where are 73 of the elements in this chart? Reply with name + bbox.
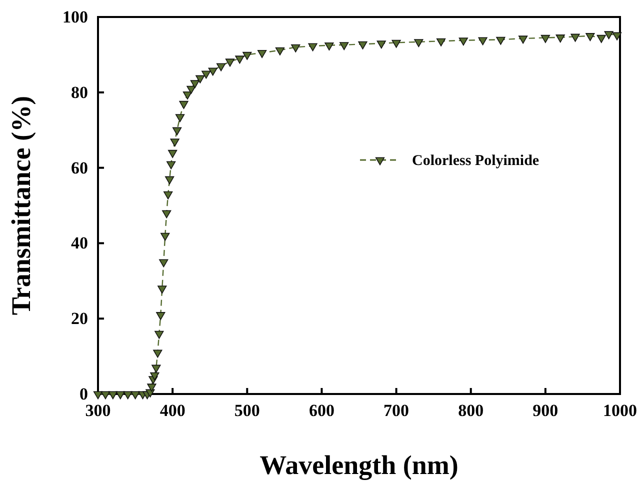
point [376,40,386,49]
point [130,391,140,400]
point [436,38,446,46]
point [291,44,300,52]
point [340,42,349,50]
point [160,232,170,241]
legend-label: Colorless Polyimide [412,153,540,169]
point [604,31,614,40]
point [179,100,188,109]
x-tick-label: 1000 [603,401,637,420]
point [358,41,368,50]
point [458,38,468,46]
point [156,312,166,320]
point [186,86,196,94]
y-tick-label: 0 [80,384,88,404]
x-tick-label: 800 [458,401,484,420]
point [168,150,178,158]
point [108,391,118,400]
point [202,70,211,79]
point [257,50,267,58]
point [518,36,528,44]
point [150,372,160,380]
point [147,384,156,392]
point [496,36,506,45]
point [100,391,110,400]
x-tick-label: 600 [308,401,334,420]
point [190,80,200,88]
point [164,191,173,200]
point [152,364,161,373]
point [216,63,226,72]
point [392,40,401,48]
point [414,39,424,48]
point [478,37,488,46]
x-tick-label: 700 [384,401,410,420]
point [166,161,176,170]
point [162,210,172,218]
point [225,58,235,67]
y-tick-label: 40 [71,234,88,253]
y-tick-label: 20 [71,309,88,328]
point [570,34,580,42]
point [116,391,125,400]
y-tick-label: 100 [62,7,88,26]
point [540,34,550,43]
point [154,330,164,339]
x-axis-title: Wavelength (nm) [260,450,458,480]
point [182,91,192,100]
y-tick-label: 80 [71,82,88,102]
x-tick-label: 300 [85,401,111,420]
point [235,56,244,64]
point [158,286,167,294]
point [123,391,132,400]
point [208,68,218,76]
point [175,114,185,122]
x-tick-label: 500 [234,401,260,420]
point [165,176,174,184]
point [612,32,622,40]
point [275,47,285,56]
point [586,33,595,42]
point [556,34,565,43]
point [596,34,606,43]
x-tick-label: 900 [532,401,558,420]
point [159,259,168,268]
point [324,42,334,50]
point [308,43,318,52]
x-tick-label: 400 [160,401,186,420]
y-tick-label: 60 [71,158,88,178]
point [170,138,180,147]
point [242,52,252,60]
point [196,75,205,84]
y-axis-title: Transmittance (%) [6,96,36,316]
point [172,127,182,136]
point [93,391,103,400]
point [153,350,162,358]
